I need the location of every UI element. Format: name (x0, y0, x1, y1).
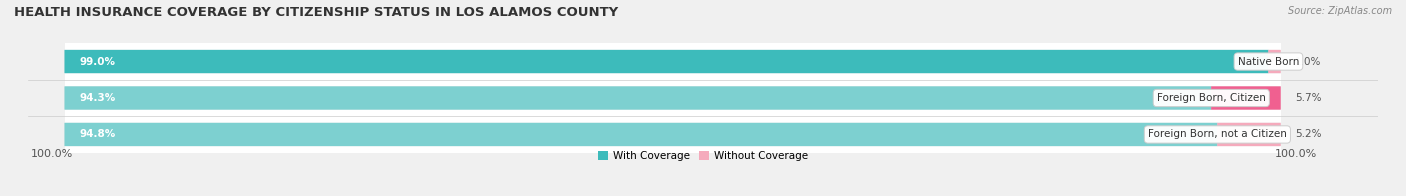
FancyBboxPatch shape (65, 50, 1281, 73)
FancyBboxPatch shape (65, 86, 1212, 110)
FancyBboxPatch shape (65, 123, 1281, 146)
Text: Foreign Born, Citizen: Foreign Born, Citizen (1157, 93, 1265, 103)
FancyBboxPatch shape (65, 50, 1268, 73)
Bar (65, 43, 1281, 80)
Text: 100.0%: 100.0% (31, 149, 73, 159)
FancyBboxPatch shape (1268, 50, 1281, 73)
Legend: With Coverage, Without Coverage: With Coverage, Without Coverage (593, 147, 813, 166)
Text: 99.0%: 99.0% (79, 56, 115, 66)
Text: 94.3%: 94.3% (79, 93, 115, 103)
Bar (65, 116, 1281, 153)
Text: HEALTH INSURANCE COVERAGE BY CITIZENSHIP STATUS IN LOS ALAMOS COUNTY: HEALTH INSURANCE COVERAGE BY CITIZENSHIP… (14, 6, 619, 19)
FancyBboxPatch shape (65, 86, 1281, 110)
Text: Source: ZipAtlas.com: Source: ZipAtlas.com (1288, 6, 1392, 16)
Text: 94.8%: 94.8% (79, 130, 115, 140)
Text: 1.0%: 1.0% (1295, 56, 1322, 66)
Bar (65, 80, 1281, 116)
Text: 100.0%: 100.0% (1275, 149, 1317, 159)
Text: 5.7%: 5.7% (1295, 93, 1322, 103)
FancyBboxPatch shape (1211, 86, 1281, 110)
Text: Foreign Born, not a Citizen: Foreign Born, not a Citizen (1147, 130, 1286, 140)
FancyBboxPatch shape (65, 123, 1218, 146)
Text: 5.2%: 5.2% (1295, 130, 1322, 140)
FancyBboxPatch shape (1218, 123, 1281, 146)
Text: Native Born: Native Born (1237, 56, 1299, 66)
